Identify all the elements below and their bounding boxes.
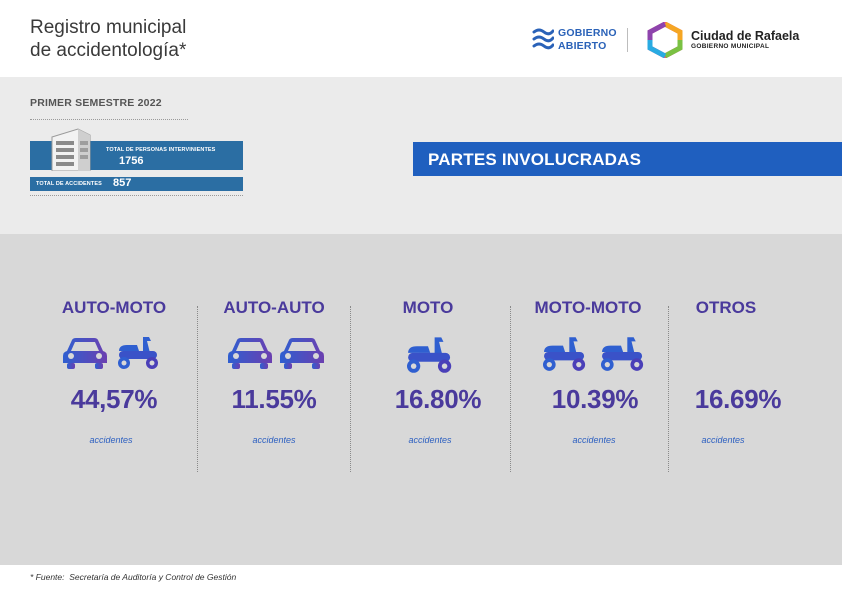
car-icon bbox=[63, 338, 107, 369]
page-title: Registro municipal de accidentología* bbox=[30, 16, 186, 62]
personas-label: TOTAL DE PERSONAS INTERVINIENTES bbox=[106, 147, 216, 153]
car-icon bbox=[280, 338, 324, 369]
category-title-moto-moto: MOTO-MOTO bbox=[534, 298, 642, 317]
hexagon-logo-icon bbox=[647, 22, 683, 58]
column-divider bbox=[510, 306, 511, 472]
category-icons-auto-auto bbox=[226, 333, 326, 375]
column-divider bbox=[668, 306, 669, 472]
column-divider bbox=[350, 306, 351, 472]
category-note-moto-moto: accidentes bbox=[572, 435, 616, 445]
footer-source: * Fuente: Secretaría de Auditoría y Cont… bbox=[30, 572, 236, 582]
summary-band: PRIMER SEMESTRE 2022 TOTAL DE PERSONAS I… bbox=[0, 77, 842, 234]
semester-label: PRIMER SEMESTRE 2022 bbox=[30, 97, 162, 109]
stats-box: TOTAL DE PERSONAS INTERVINIENTES 1756 TO… bbox=[30, 128, 243, 191]
car-icon bbox=[228, 338, 272, 369]
city-subtitle: GOBIERNO MUNICIPAL bbox=[691, 43, 770, 50]
accidentes-value: 857 bbox=[113, 177, 132, 189]
accidentes-label: TOTAL DE ACCIDENTES bbox=[36, 181, 102, 187]
scooter-icon bbox=[601, 337, 644, 371]
category-icons-moto-moto bbox=[536, 333, 648, 375]
personas-value: 1756 bbox=[119, 155, 144, 167]
category-pct-moto-moto: 10.39% bbox=[551, 384, 639, 414]
scooter-icon bbox=[407, 337, 452, 373]
scooter-icon bbox=[118, 337, 158, 369]
column-divider bbox=[197, 306, 198, 472]
partes-banner: PARTES INVOLUCRADAS bbox=[413, 142, 842, 176]
footer-text: Secretaría de Auditoría y Control de Ges… bbox=[69, 572, 237, 582]
footer-prefix: * Fuente: bbox=[30, 572, 65, 582]
category-pct-auto-moto: 44,57% bbox=[70, 384, 158, 414]
ciudad-rafaela-logo: Ciudad de Rafaela GOBIERNO MUNICIPAL bbox=[646, 22, 816, 58]
category-pct-auto-auto: 11.55% bbox=[231, 384, 317, 414]
scooter-icon bbox=[543, 337, 586, 371]
partes-title: PARTES INVOLUCRADAS bbox=[428, 150, 642, 169]
category-title-auto-moto: AUTO-MOTO bbox=[61, 298, 167, 317]
category-title-moto: MOTO bbox=[402, 298, 454, 317]
personas-row: TOTAL DE PERSONAS INTERVINIENTES 1756 bbox=[30, 128, 243, 171]
categories-band: AUTO-MOTO 44,57% accidentes AUTO-AUTO bbox=[0, 234, 842, 565]
category-icons-moto bbox=[398, 333, 458, 375]
category-title-otros: OTROS bbox=[695, 298, 757, 317]
gobierno-abierto-logo: GOBIERNO ABIERTO bbox=[532, 27, 622, 55]
dotted-divider bbox=[30, 119, 188, 120]
dotted-divider-bottom bbox=[30, 195, 243, 196]
logo-divider bbox=[627, 28, 628, 52]
category-pct-moto: 16.80% bbox=[394, 384, 482, 414]
category-note-moto: accidentes bbox=[408, 435, 452, 445]
gobierno-label: GOBIERNO bbox=[558, 27, 617, 39]
page-title-line1: Registro municipal bbox=[30, 17, 187, 38]
waves-icon bbox=[532, 28, 554, 50]
category-icons-auto-moto bbox=[61, 333, 161, 375]
category-pct-otros: 16.69% bbox=[694, 384, 782, 414]
category-note-otros: accidentes bbox=[701, 435, 745, 445]
category-note-auto-auto: accidentes bbox=[252, 435, 296, 445]
accidentes-row: TOTAL DE ACCIDENTES 857 bbox=[30, 177, 243, 191]
category-note-auto-moto: accidentes bbox=[89, 435, 133, 445]
abierto-label: ABIERTO bbox=[558, 40, 607, 52]
building-icon bbox=[51, 128, 91, 171]
header: Registro municipal de accidentología* GO… bbox=[0, 0, 842, 77]
category-title-auto-auto: AUTO-AUTO bbox=[223, 298, 325, 317]
page-title-line2: de accidentología* bbox=[30, 40, 187, 61]
city-name: Ciudad de Rafaela bbox=[691, 29, 800, 43]
